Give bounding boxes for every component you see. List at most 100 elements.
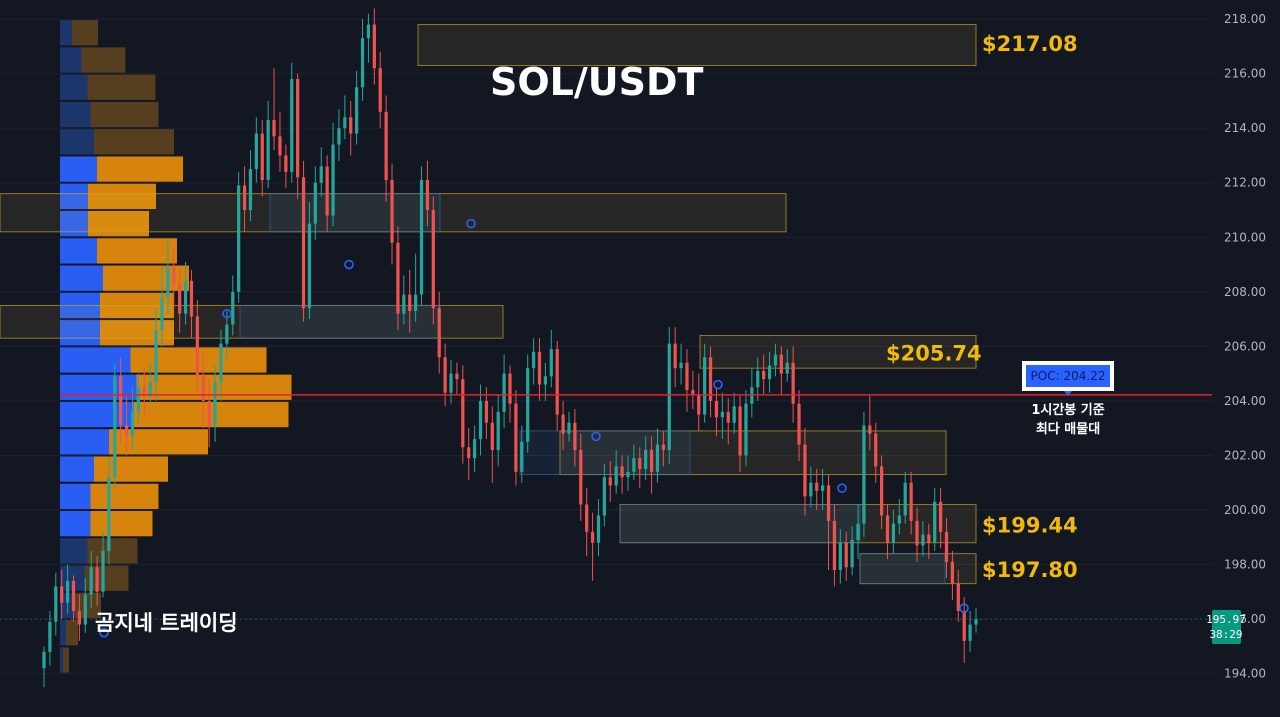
candle-body: [531, 351, 536, 369]
candle-body: [667, 343, 671, 450]
candle-body: [879, 466, 884, 516]
pivot-marker-icon: [591, 431, 601, 442]
axis-tick-label: 206.00: [1224, 339, 1266, 353]
candle-body: [42, 651, 46, 669]
volume-profile-buy-bar: [60, 620, 66, 646]
candle-body: [549, 349, 553, 377]
candle-body: [166, 267, 170, 298]
candle-body: [567, 422, 571, 434]
candle-body: [862, 425, 866, 524]
candle-body: [885, 515, 890, 543]
candle-body: [649, 450, 654, 472]
candle-body: [154, 330, 158, 382]
candle-body: [620, 466, 624, 478]
pivot-marker-icon: [959, 603, 969, 613]
candle-body: [124, 425, 129, 437]
candle-body: [443, 357, 447, 393]
candle-body: [107, 477, 111, 551]
candle-body: [897, 515, 901, 524]
volume-profile-buy-bar: [60, 238, 97, 264]
candle-body: [54, 586, 58, 622]
volume-profile-sell-bar: [81, 47, 126, 73]
candle-body: [48, 621, 52, 652]
candle-body: [225, 324, 229, 344]
pivot-marker-icon: [222, 308, 232, 319]
volume-profile: [60, 20, 292, 673]
candle-body: [821, 485, 825, 491]
poc-note-line1: 1시간봉 기준: [1031, 402, 1104, 418]
candle-body: [626, 471, 630, 478]
candle-body: [325, 166, 329, 216]
poc-badge: POC: 204.22: [1022, 361, 1114, 396]
axis-tick-label: 210.00: [1224, 230, 1266, 244]
candle-body: [207, 400, 211, 426]
volume-profile-buy-bar: [60, 538, 88, 564]
current-price-countdown: 38:29: [1209, 628, 1242, 641]
candle-body: [172, 267, 176, 284]
candle-body: [968, 624, 972, 641]
candle-body: [130, 411, 135, 437]
candle-body: [826, 485, 831, 521]
price-level-label: $217.08: [982, 32, 1078, 56]
candle-body: [579, 450, 583, 505]
candle-body: [231, 291, 235, 325]
poc-label: POC: 204.22: [1031, 369, 1106, 383]
current-price-tag: 195.97 38:29: [1206, 610, 1246, 644]
candle-body: [791, 362, 795, 404]
volume-profile-sell-bar: [72, 20, 98, 46]
candle-body: [372, 24, 376, 69]
candle-body: [809, 482, 813, 497]
candle-body: [962, 610, 966, 641]
candle-body: [101, 550, 105, 592]
watermark-brand: 곰지네 트레이딩: [95, 611, 238, 635]
candle-body: [148, 381, 152, 396]
candle-body: [408, 294, 412, 311]
candle-body: [514, 403, 518, 472]
candle-body: [803, 444, 807, 497]
candle-body: [738, 406, 742, 456]
candle-body: [938, 501, 943, 532]
candle-body: [307, 223, 312, 309]
candle-body: [732, 406, 736, 423]
candle-body: [355, 87, 359, 134]
candle-body: [65, 580, 70, 603]
candle-body: [773, 354, 778, 366]
volume-profile-buy-bar: [60, 429, 109, 455]
candle-body: [520, 441, 524, 472]
candle-body: [714, 400, 719, 418]
candle-body: [661, 444, 665, 450]
candle-body: [213, 381, 217, 426]
price-axis[interactable]: 218.00 216.00 214.00 212.00 210.00 208.00 206.…: [886, 12, 1266, 681]
current-price-value: 195.97: [1206, 613, 1246, 626]
volume-profile-sell-bar: [90, 101, 159, 128]
candle-body: [638, 458, 642, 470]
volume-profile-buy-bar: [60, 156, 97, 182]
resistance-zone: [699, 334, 977, 369]
candle-body: [490, 422, 494, 450]
axis-tick-label: 214.00: [1224, 121, 1266, 135]
price-level-label: $197.80: [982, 558, 1078, 582]
pivot-marker-icon: [466, 218, 476, 229]
candle-body: [756, 370, 760, 388]
volume-profile-buy-bar: [60, 265, 103, 291]
candle-body: [950, 561, 955, 584]
candle-body: [272, 120, 276, 137]
candle-body: [655, 444, 660, 472]
candle-body: [602, 477, 607, 516]
candle-body: [526, 368, 530, 442]
candle-body: [708, 357, 713, 401]
axis-tick-label: 218.00: [1224, 12, 1266, 26]
pivot-marker-icon: [99, 627, 109, 638]
candle-body: [366, 24, 371, 39]
pivot-marker-icon: [344, 259, 354, 270]
candle-body: [89, 567, 93, 595]
candle-body: [555, 349, 559, 415]
candle-body: [113, 376, 117, 478]
candle-body: [596, 515, 601, 543]
candle-body: [467, 447, 471, 459]
volume-profile-buy-bar: [60, 320, 100, 346]
candle-body: [915, 520, 919, 546]
volume-profile-sell-bar: [66, 620, 78, 646]
volume-profile-sell-bar: [97, 238, 177, 264]
